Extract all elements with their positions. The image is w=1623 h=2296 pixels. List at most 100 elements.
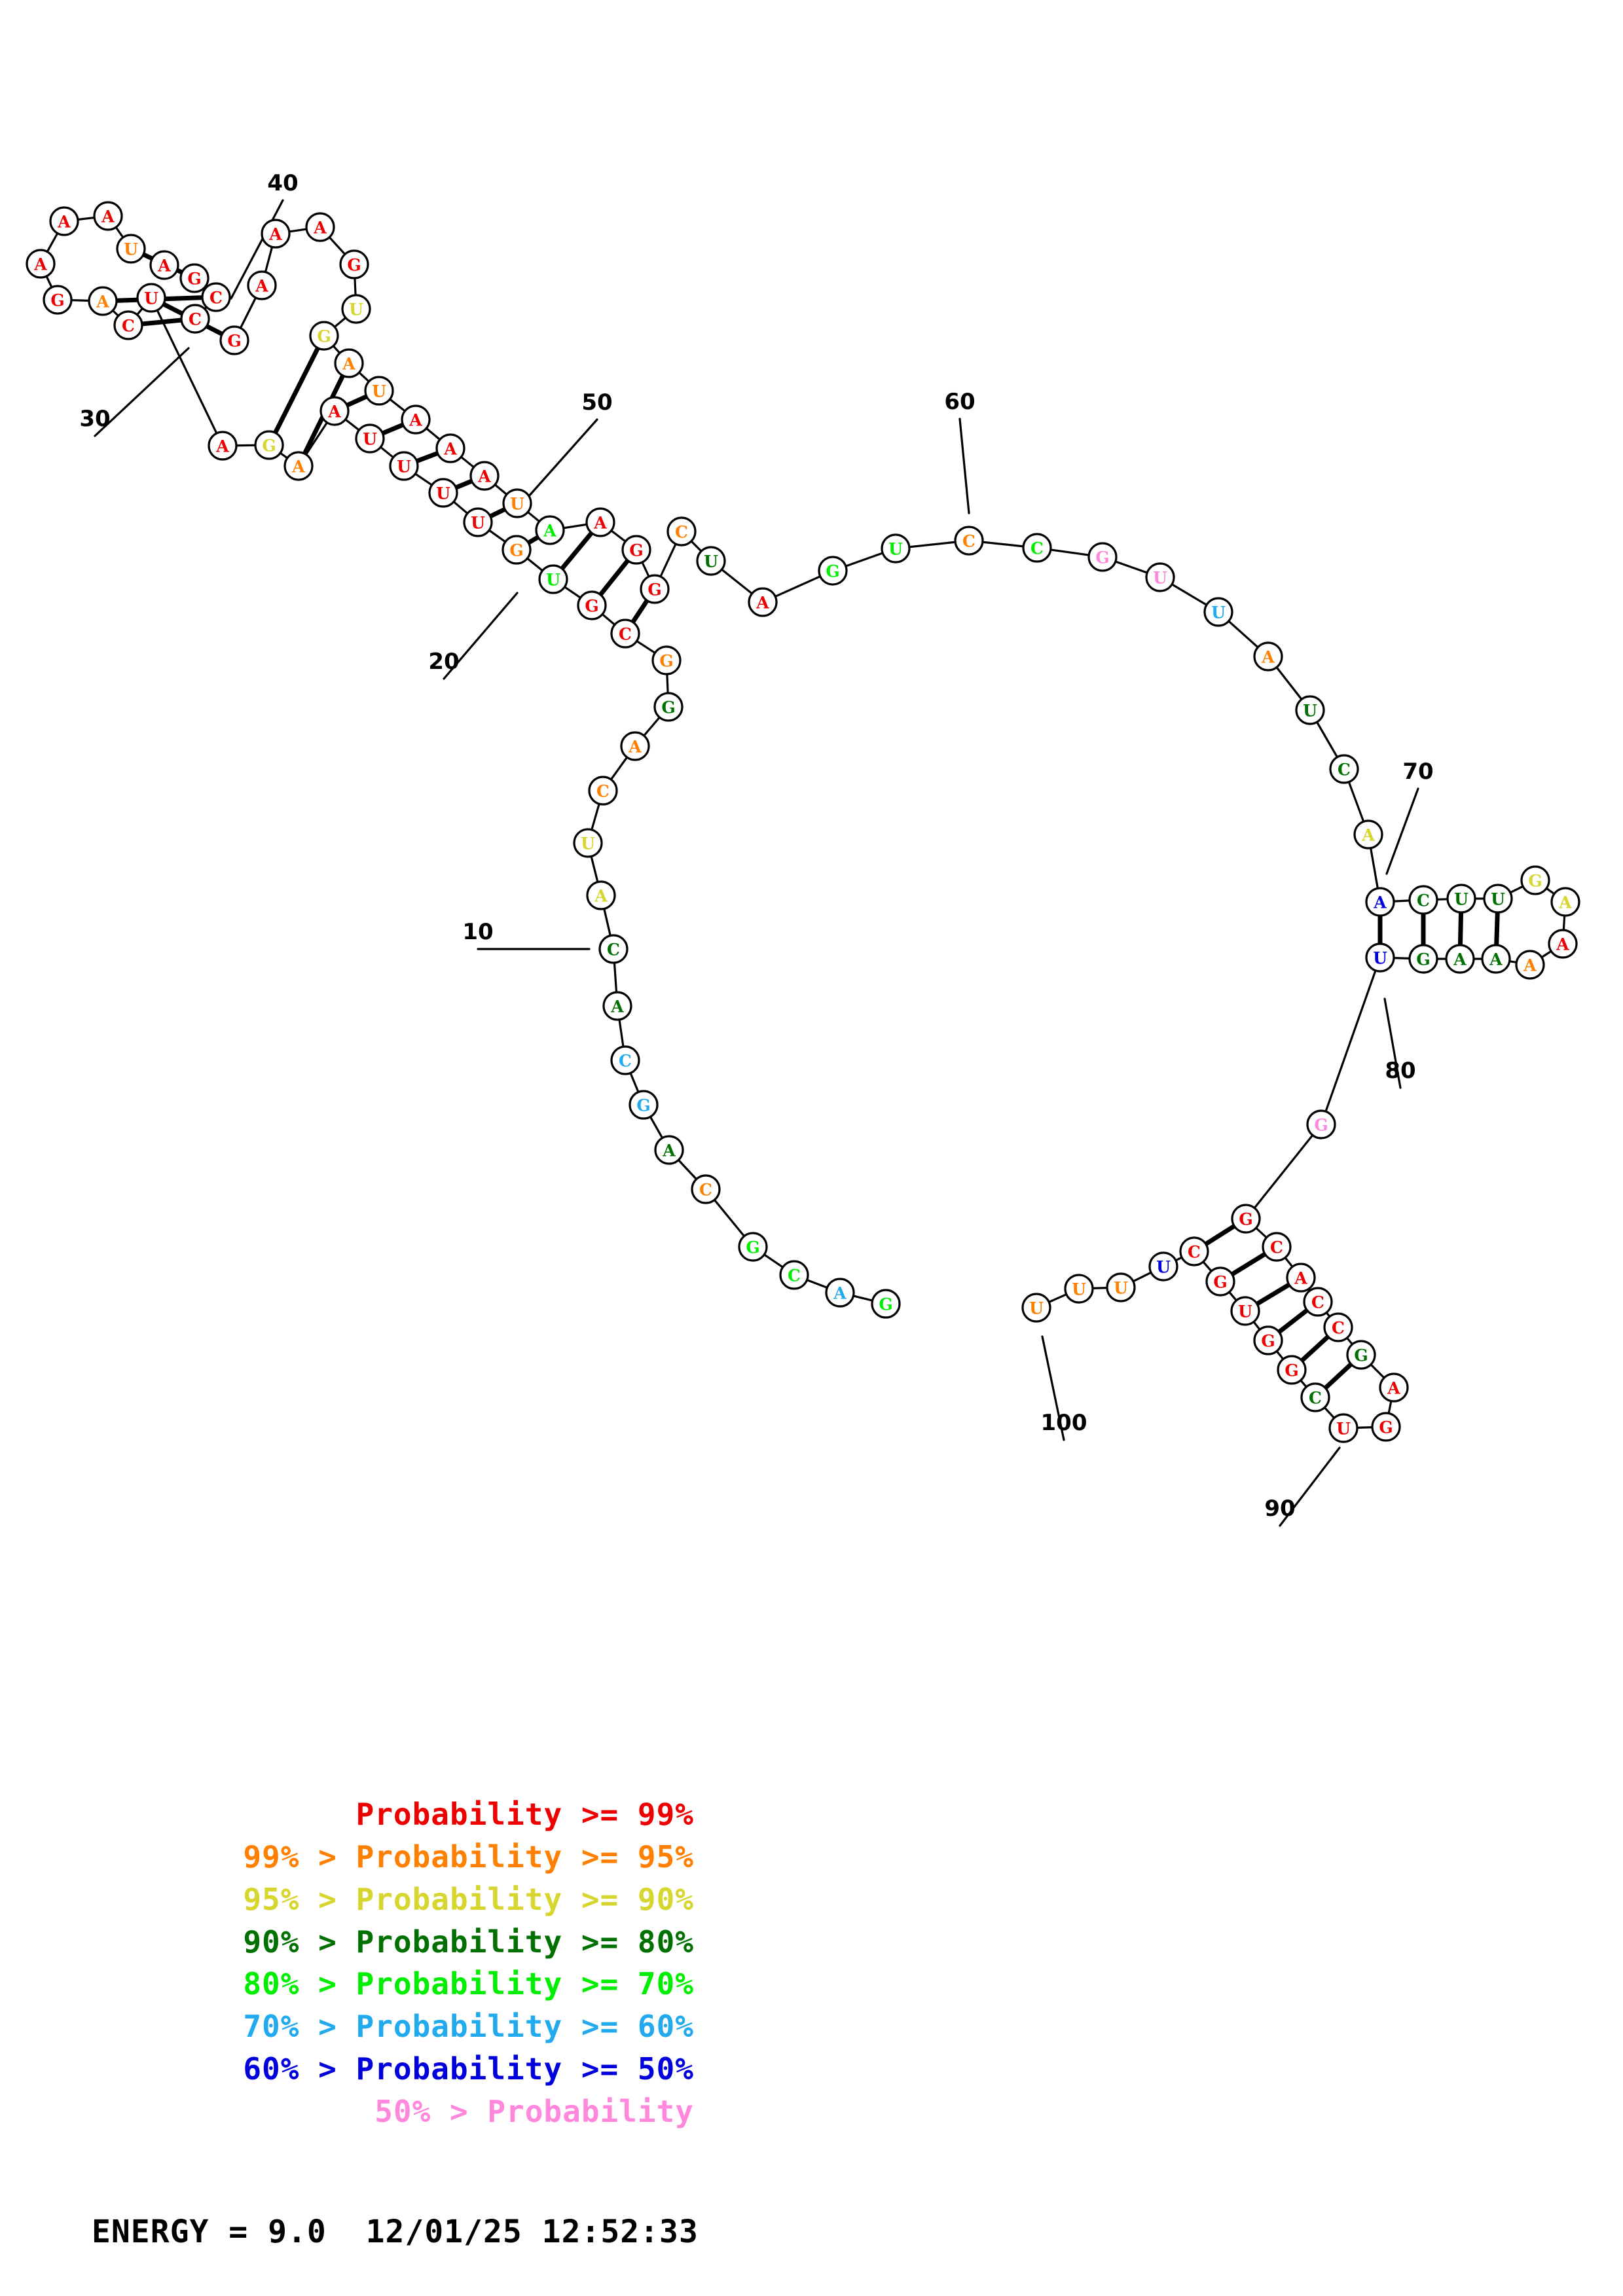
nucleotide-node[interactable]: A [535, 515, 565, 545]
nucleotide-node[interactable]: G [339, 249, 369, 279]
nucleotide-node[interactable]: G [501, 535, 532, 565]
nucleotide-node[interactable]: A [305, 212, 335, 242]
nucleotide-node[interactable]: G [1408, 944, 1438, 974]
nucleotide-node[interactable]: C [113, 310, 143, 340]
nucleotide-node[interactable]: A [93, 201, 123, 231]
nucleotide-node[interactable]: G [1346, 1340, 1376, 1370]
nucleotide-node[interactable]: G [577, 590, 607, 620]
nucleotide-node[interactable]: C [1329, 754, 1359, 784]
nucleotide-node[interactable]: A [435, 433, 465, 463]
nucleotide-node[interactable]: A [49, 206, 79, 236]
nucleotide-node[interactable]: G [1253, 1325, 1283, 1355]
nucleotide-node[interactable]: U [389, 451, 419, 481]
nucleotide-node[interactable]: C [691, 1174, 721, 1204]
nucleotide-node[interactable]: G [871, 1289, 901, 1319]
nucleotide-node[interactable]: G [621, 535, 651, 565]
nucleotide-node[interactable]: A [469, 461, 500, 491]
nucleotide-node[interactable]: G [1306, 1109, 1336, 1139]
nucleotide-node[interactable]: A [825, 1278, 855, 1308]
nucleotide-node[interactable]: A [620, 731, 650, 761]
nucleotide-node[interactable]: C [1408, 885, 1438, 915]
nucleotide-node[interactable]: G [1371, 1412, 1401, 1442]
nucleotide-node[interactable]: G [254, 430, 284, 460]
nucleotide-node[interactable]: A [1365, 887, 1395, 917]
nucleotide-node[interactable]: A [602, 991, 632, 1021]
nucleotide-node[interactable]: C [1303, 1287, 1333, 1317]
nucleotide-node[interactable]: A [1253, 641, 1283, 672]
nucleotide-node[interactable]: G [653, 692, 684, 722]
nucleotide-node[interactable]: U [573, 828, 603, 858]
nucleotide-node[interactable]: U [355, 423, 385, 454]
nucleotide-node[interactable]: C [201, 282, 231, 312]
nucleotide-node[interactable]: A [283, 451, 314, 481]
nucleotide-node[interactable]: U [1230, 1296, 1260, 1326]
nucleotide-node[interactable]: A [1445, 944, 1475, 974]
nucleotide-node[interactable]: U [1145, 562, 1175, 592]
nucleotide-node[interactable]: U [1365, 942, 1395, 973]
nucleotide-node[interactable]: A [1379, 1372, 1409, 1403]
nucleotide-node[interactable]: U [116, 234, 146, 264]
nucleotide-node[interactable]: A [1515, 950, 1545, 980]
nucleotide-node[interactable]: A [319, 396, 350, 426]
nucleotide-node[interactable]: U [881, 533, 911, 564]
nucleotide-node[interactable]: U [364, 376, 394, 406]
nucleotide-node[interactable]: A [1353, 819, 1383, 850]
nucleotide-node[interactable]: G [640, 574, 670, 604]
nucleotide-node[interactable]: G [651, 645, 682, 675]
nucleotide-node[interactable]: U [1446, 884, 1476, 914]
nucleotide-node[interactable]: A [1550, 887, 1580, 917]
nucleotide-node[interactable]: U [1021, 1293, 1051, 1323]
nucleotide-node[interactable]: U [1203, 597, 1233, 627]
nucleotide-node[interactable]: A [149, 250, 179, 280]
nucleotide-node[interactable]: A [585, 507, 615, 537]
nucleotide-node[interactable]: U [1328, 1413, 1359, 1443]
nucleotide-node[interactable]: A [586, 880, 616, 910]
nucleotide-node[interactable]: A [26, 249, 56, 279]
nucleotide-node[interactable]: U [136, 283, 166, 313]
nucleotide-node[interactable]: C [1022, 533, 1052, 563]
nucleotide-node[interactable]: C [666, 516, 697, 547]
nucleotide-node[interactable]: G [1277, 1355, 1307, 1385]
nucleotide-node[interactable]: C [779, 1260, 809, 1290]
nucleotide-node[interactable]: G [818, 556, 848, 586]
nucleotide-node[interactable]: G [1205, 1266, 1235, 1297]
nucleotide-node[interactable]: U [1295, 695, 1325, 725]
nucleotide-node[interactable]: G [738, 1232, 768, 1262]
nucleotide-node[interactable]: U [538, 564, 568, 594]
nucleotide-node[interactable]: C [1300, 1382, 1330, 1412]
nucleotide-node[interactable]: A [208, 431, 238, 461]
nucleotide-node[interactable]: A [654, 1135, 684, 1165]
nucleotide-node[interactable]: A [261, 219, 291, 249]
nucleotide-node[interactable]: G [1087, 542, 1118, 572]
nucleotide-node[interactable]: U [1483, 884, 1513, 914]
nucleotide-node[interactable]: A [401, 404, 431, 435]
nucleotide-node[interactable]: U [696, 546, 726, 576]
nucleotide-node[interactable]: U [1064, 1274, 1094, 1304]
nucleotide-node[interactable]: A [1548, 929, 1578, 959]
nucleotide-node[interactable]: G [1520, 865, 1550, 895]
nucleotide-node[interactable]: C [1179, 1236, 1209, 1266]
nucleotide-node[interactable]: C [1323, 1312, 1353, 1342]
nucleotide-node[interactable]: C [180, 304, 210, 334]
nucleotide-node[interactable]: C [610, 1045, 640, 1075]
nucleotide-node[interactable]: G [629, 1090, 659, 1120]
nucleotide-node[interactable]: G [179, 263, 210, 293]
nucleotide-node[interactable]: U [1106, 1272, 1136, 1302]
nucleotide-node[interactable]: G [219, 325, 249, 355]
nucleotide-node[interactable]: U [463, 507, 493, 537]
nucleotide-node[interactable]: A [88, 286, 118, 316]
nucleotide-node[interactable]: A [1481, 944, 1511, 974]
nucleotide-node[interactable]: C [954, 526, 984, 556]
nucleotide-node[interactable]: C [588, 776, 618, 806]
nucleotide-node[interactable]: G [1231, 1204, 1261, 1234]
nucleotide-node[interactable]: A [1286, 1263, 1316, 1293]
nucleotide-node[interactable]: C [598, 934, 629, 964]
nucleotide-node[interactable]: A [334, 348, 364, 378]
nucleotide-node[interactable]: A [247, 270, 277, 300]
nucleotide-node[interactable]: C [610, 619, 640, 649]
nucleotide-node[interactable]: U [341, 294, 371, 324]
nucleotide-node[interactable]: C [1262, 1232, 1292, 1262]
nucleotide-node[interactable]: U [502, 488, 532, 518]
nucleotide-node[interactable]: U [1148, 1251, 1178, 1282]
nucleotide-node[interactable]: U [428, 478, 458, 508]
